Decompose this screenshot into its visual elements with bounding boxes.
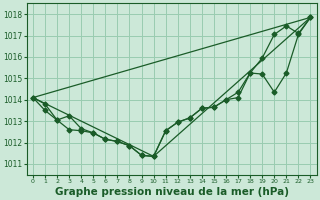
X-axis label: Graphe pression niveau de la mer (hPa): Graphe pression niveau de la mer (hPa) (55, 187, 289, 197)
